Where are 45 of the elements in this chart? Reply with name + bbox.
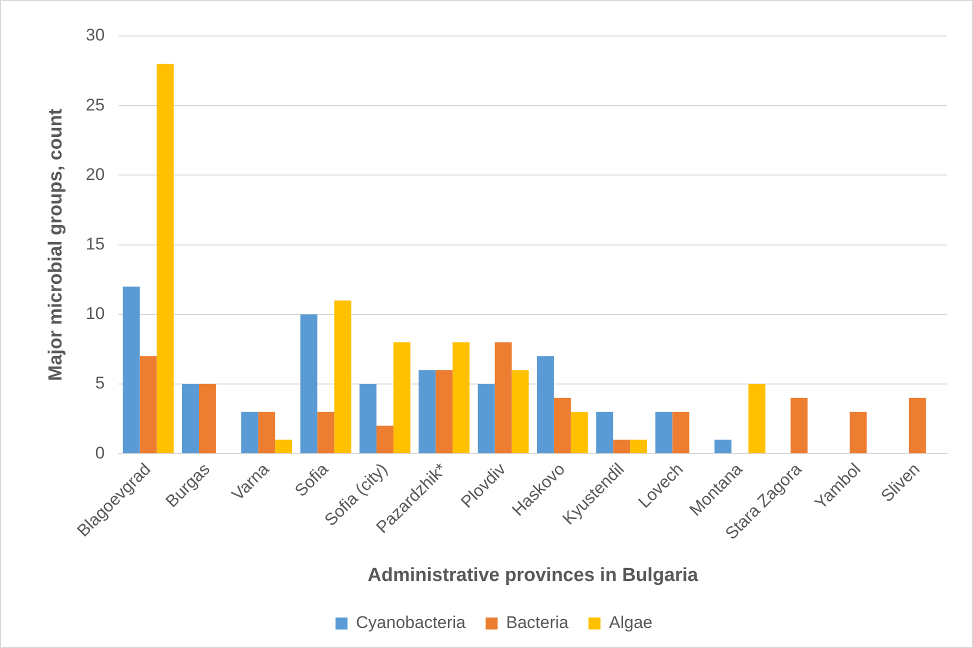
- bar: [140, 356, 157, 454]
- bar: [478, 384, 495, 454]
- y-tick-label: 5: [95, 374, 105, 393]
- bar: [748, 384, 766, 454]
- y-tick-label: 25: [86, 95, 105, 114]
- legend-label: Algae: [609, 613, 652, 632]
- bar: [376, 426, 394, 454]
- bar: [630, 440, 648, 454]
- bar: [300, 314, 318, 454]
- bar: [182, 384, 199, 454]
- bar: [241, 412, 258, 454]
- y-tick-label: 20: [86, 164, 105, 184]
- bar: [360, 384, 376, 454]
- x-axis-title: Administrative provinces in Bulgaria: [368, 564, 699, 586]
- bar: [275, 440, 292, 454]
- y-tick-label: 15: [86, 234, 105, 254]
- bar: [122, 286, 140, 454]
- y-tick-label: 0: [95, 443, 105, 462]
- bar: [714, 440, 732, 454]
- bar: [334, 300, 352, 454]
- bar: [554, 398, 571, 454]
- bar: [198, 384, 216, 454]
- bar: [452, 342, 470, 454]
- bar: [790, 398, 808, 454]
- bar: [258, 412, 276, 454]
- bar: [393, 342, 410, 454]
- bar: [317, 412, 334, 454]
- bar: [596, 412, 614, 454]
- bar: [908, 398, 926, 454]
- y-tick-label: 30: [86, 26, 105, 45]
- bar: [418, 370, 436, 454]
- bar: [850, 412, 867, 454]
- bar: [536, 356, 554, 454]
- bar: [156, 64, 174, 454]
- legend-label: Bacteria: [506, 613, 570, 632]
- bar: [494, 342, 512, 454]
- y-tick-label: 10: [86, 304, 105, 324]
- bar: [655, 412, 672, 454]
- bar: [570, 412, 588, 454]
- legend-label: Cyanobacteria: [356, 613, 466, 632]
- bar: [512, 370, 529, 454]
- y-axis-title: Major microbial groups, count: [46, 108, 67, 381]
- bar: [672, 412, 690, 454]
- bar: [613, 440, 630, 454]
- bar: [436, 370, 453, 454]
